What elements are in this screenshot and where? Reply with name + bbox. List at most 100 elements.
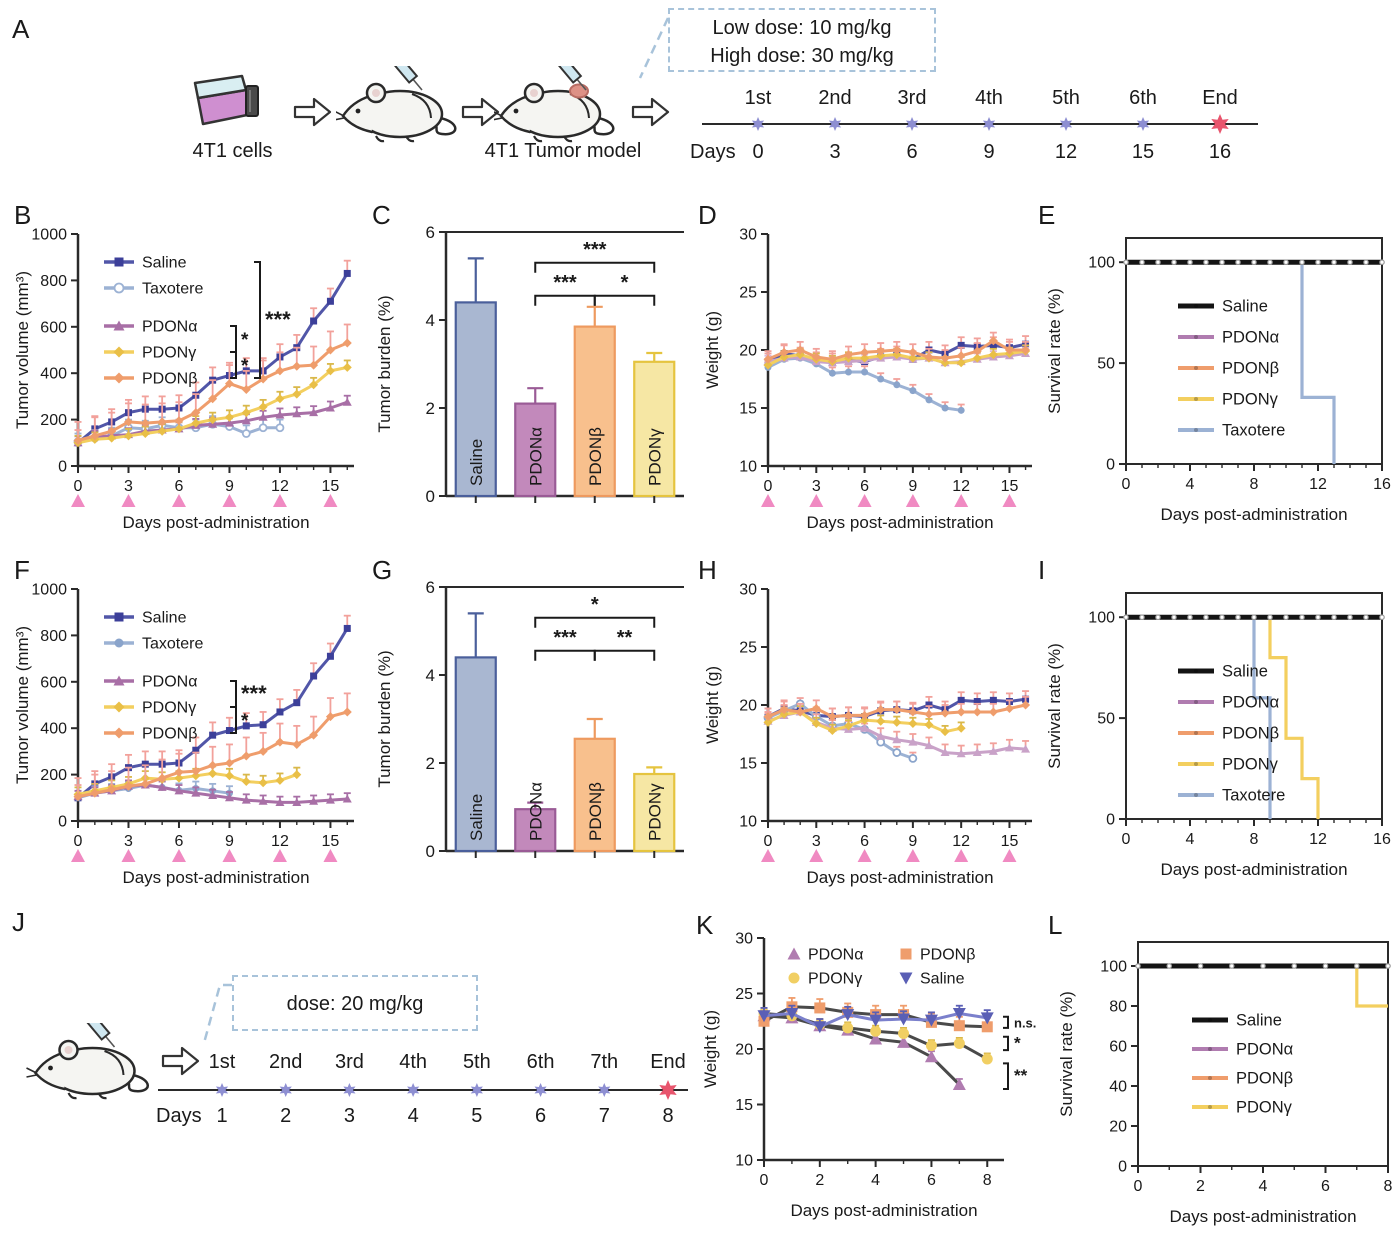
panel-label-a: A <box>12 14 30 44</box>
svg-text:PDONα: PDONα <box>1222 694 1280 712</box>
svg-text:PDONγ: PDONγ <box>1222 391 1279 409</box>
svg-text:20: 20 <box>735 1042 753 1059</box>
svg-text:PDONα: PDONα <box>142 319 197 336</box>
svg-text:0: 0 <box>1118 1159 1127 1176</box>
chart-tumor-burden-low-dose: 0 2 4 6 Tumor burden (%) Saline PDONα PDONβ PDON… <box>375 223 684 506</box>
svg-text:15: 15 <box>322 833 340 850</box>
svg-text:6: 6 <box>860 478 869 495</box>
svg-text:0: 0 <box>426 842 435 861</box>
dose-box-j: dose: 20 mg/kg <box>232 975 478 1031</box>
svg-text:16: 16 <box>1373 831 1391 848</box>
svg-text:2: 2 <box>1196 1178 1205 1195</box>
svg-text:15: 15 <box>735 1097 753 1114</box>
svg-text:1000: 1000 <box>31 582 67 599</box>
svg-text:800: 800 <box>40 628 67 645</box>
svg-text:8: 8 <box>983 1172 992 1189</box>
svg-text:50: 50 <box>1097 356 1115 373</box>
svg-text:PDONβ: PDONβ <box>586 782 605 841</box>
panel-label-c: C <box>372 200 391 230</box>
svg-text:4: 4 <box>1259 1178 1268 1195</box>
svg-text:PDONβ: PDONβ <box>1222 725 1279 743</box>
svg-text:0: 0 <box>1122 476 1131 493</box>
svg-text:4: 4 <box>408 1105 419 1127</box>
svg-text:Tumor volume (mm³): Tumor volume (mm³) <box>13 271 32 429</box>
svg-text:30: 30 <box>739 582 757 599</box>
svg-text:1: 1 <box>216 1105 227 1127</box>
svg-text:600: 600 <box>40 319 67 336</box>
panel-g-tumor-burden-high: G 0 2 4 6 Tumor burden (%) Saline PDONα PDONβ PD… <box>366 553 688 905</box>
svg-text:5th: 5th <box>463 1051 491 1073</box>
svg-text:5: 5 <box>471 1105 482 1127</box>
svg-text:8: 8 <box>1384 1178 1393 1195</box>
tumor-mouse-icon <box>494 66 615 143</box>
svg-text:16: 16 <box>1209 141 1231 163</box>
svg-text:8: 8 <box>662 1105 673 1127</box>
svg-text:12: 12 <box>952 833 970 850</box>
svg-text:Tumor burden (%): Tumor burden (%) <box>375 650 394 787</box>
chart-weight-low-dose: 10 15 20 25 30 0 3 6 9 12 15 Weight (g) Days post-ad… <box>703 227 1032 532</box>
chart-tumor-burden-high-dose: 0 2 4 6 Tumor burden (%) Saline PDONα PDONβ PDON… <box>375 578 684 861</box>
panel-label-i: I <box>1038 555 1046 585</box>
svg-text:*: * <box>591 594 599 616</box>
svg-text:600: 600 <box>40 674 67 691</box>
flask-icon <box>193 74 259 126</box>
svg-text:200: 200 <box>40 412 67 429</box>
svg-text:Saline: Saline <box>1222 663 1268 681</box>
panel-h-weight-high: H 10 15 20 25 30 0 3 6 9 12 15 Weight (g) Days post-… <box>692 553 1042 905</box>
svg-text:0: 0 <box>426 487 435 506</box>
svg-text:12: 12 <box>952 478 970 495</box>
svg-text:0: 0 <box>58 814 67 831</box>
svg-text:1st: 1st <box>745 87 772 109</box>
svg-text:PDONγ: PDONγ <box>645 783 664 841</box>
svg-text:PDONγ: PDONγ <box>808 971 862 988</box>
dose-line: dose: 20 mg/kg <box>286 993 424 1015</box>
svg-text:Days: Days <box>156 1105 202 1127</box>
svg-text:7th: 7th <box>590 1051 618 1073</box>
svg-text:Days post-administration: Days post-administration <box>806 513 993 532</box>
svg-text:*: * <box>241 330 249 351</box>
svg-text:15: 15 <box>1132 141 1154 163</box>
svg-text:80: 80 <box>1109 999 1127 1016</box>
svg-text:PDONα: PDONα <box>808 947 863 964</box>
svg-text:0: 0 <box>58 459 67 476</box>
svg-text:50: 50 <box>1097 711 1115 728</box>
panel-b-tumor-volume-low: B 0 200 400 600 800 1000 0 3 6 9 12 15 Tumor volume … <box>8 198 366 550</box>
flask-caption: 4T1 cells <box>192 140 273 162</box>
svg-text:4: 4 <box>871 1172 880 1189</box>
svg-text:25: 25 <box>739 640 757 657</box>
svg-text:PDONα: PDONα <box>1222 329 1280 347</box>
panel-label-g: G <box>372 555 393 585</box>
svg-text:4: 4 <box>1186 831 1195 848</box>
svg-text:PDONβ: PDONβ <box>142 371 197 388</box>
dose-box-a: Low dose: 10 mg/kg High dose: 30 mg/kg <box>668 8 936 72</box>
svg-text:PDONβ: PDONβ <box>920 947 975 964</box>
svg-text:Survival rate (%): Survival rate (%) <box>1045 288 1064 414</box>
svg-text:Taxotere: Taxotere <box>1222 787 1285 805</box>
svg-text:6: 6 <box>927 1172 936 1189</box>
svg-text:Saline: Saline <box>142 610 187 627</box>
svg-text:PDONα: PDONα <box>526 427 545 486</box>
svg-text:Saline: Saline <box>142 255 187 272</box>
arrow-icon <box>461 97 500 127</box>
svg-text:PDONα: PDONα <box>1236 1041 1294 1059</box>
svg-text:Days post-administration: Days post-administration <box>122 868 309 887</box>
svg-text:2: 2 <box>426 754 435 773</box>
svg-text:25: 25 <box>735 986 753 1003</box>
svg-text:***: *** <box>241 681 267 706</box>
panel-label-j: J <box>12 907 25 937</box>
svg-text:6: 6 <box>426 223 435 242</box>
svg-text:Days: Days <box>690 141 736 163</box>
svg-text:Days post-administration: Days post-administration <box>122 513 309 532</box>
svg-text:Weight (g): Weight (g) <box>701 1010 720 1088</box>
svg-text:6: 6 <box>860 833 869 850</box>
svg-text:10: 10 <box>739 814 757 831</box>
svg-text:Days post-administration: Days post-administration <box>1169 1207 1356 1226</box>
svg-text:10: 10 <box>739 459 757 476</box>
svg-text:Weight (g): Weight (g) <box>703 311 722 389</box>
svg-text:30: 30 <box>739 227 757 244</box>
chart-weight-high-dose: 10 15 20 25 30 0 3 6 9 12 15 Weight (g) Days post-ad… <box>703 582 1032 887</box>
svg-text:800: 800 <box>40 273 67 290</box>
svg-text:0: 0 <box>764 478 773 495</box>
svg-text:2nd: 2nd <box>818 87 851 109</box>
chart-survival-repeat-dose: 0 20 40 60 80 100 0 2 4 6 8 Survival rate (%) Days p… <box>1057 941 1393 1226</box>
